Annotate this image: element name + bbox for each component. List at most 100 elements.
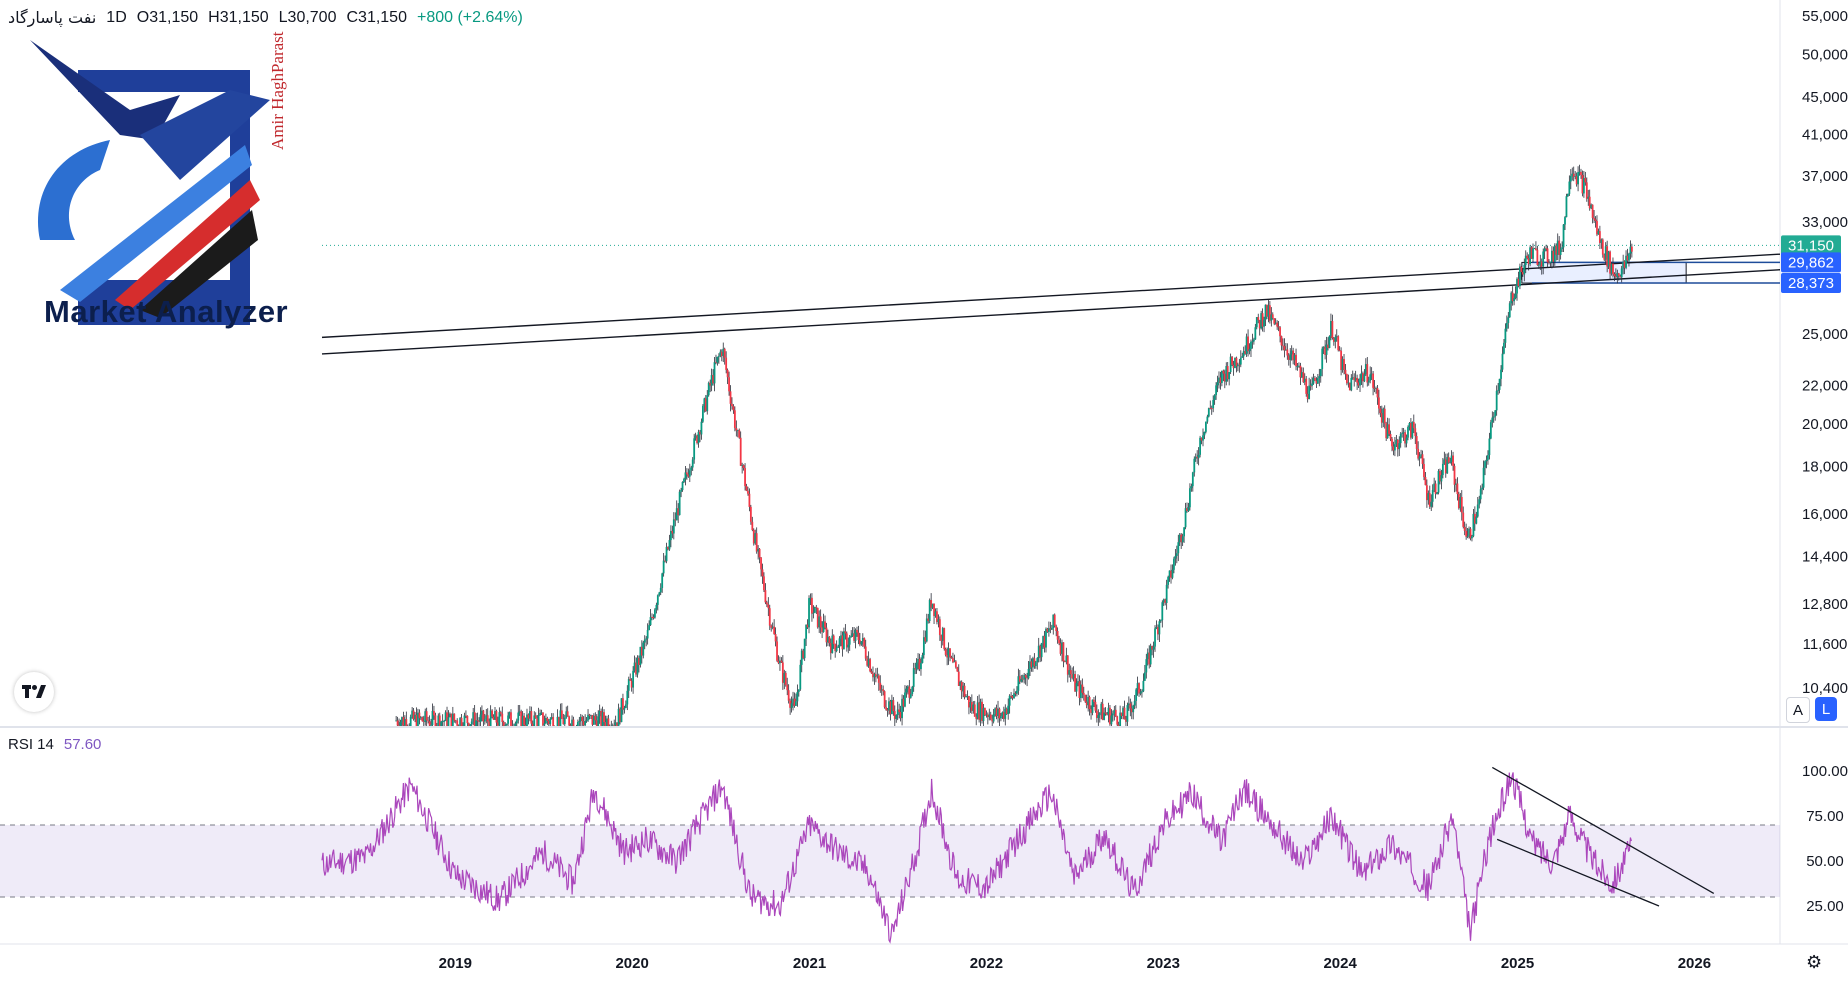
candle-body <box>1389 434 1392 439</box>
candle-body <box>1610 263 1613 274</box>
interval-label[interactable]: 1D <box>106 8 127 26</box>
symbol-name[interactable]: نفت پاسارگاد <box>8 8 97 27</box>
candle-body <box>1139 692 1142 694</box>
candle-body <box>1519 266 1521 287</box>
candle-body <box>1622 261 1625 269</box>
candle-body <box>715 362 717 363</box>
candle-body <box>1617 273 1620 277</box>
candle-body <box>1503 342 1505 354</box>
candle-body <box>1565 196 1568 218</box>
candle-body <box>622 698 624 710</box>
candle-body <box>854 629 857 641</box>
candle-body <box>742 465 745 469</box>
rsi-legend[interactable]: RSI 14 57.60 <box>8 736 101 753</box>
candle-body <box>1228 372 1231 380</box>
candle-body <box>957 671 960 686</box>
candle-body <box>1571 173 1574 176</box>
candle-body <box>819 616 822 628</box>
candle-body <box>889 701 892 715</box>
candle-body <box>844 631 847 634</box>
candle-body <box>527 714 530 719</box>
candle-body <box>462 728 464 730</box>
candle-body <box>1157 627 1159 635</box>
candle-body <box>1359 378 1361 386</box>
candle-body <box>979 701 982 720</box>
candle-body <box>481 710 483 715</box>
candle-body <box>482 710 485 722</box>
candle-body <box>1603 254 1606 260</box>
candle-body <box>672 519 675 534</box>
candle-body <box>499 712 502 714</box>
market-analyzer-logo: Amir HaghParast <box>20 31 320 380</box>
candle-body <box>691 459 694 468</box>
rsi-line <box>321 772 1632 944</box>
candle-body <box>1546 248 1549 263</box>
candle-body <box>745 486 748 491</box>
candle-body <box>936 611 938 623</box>
candle-body <box>754 533 757 544</box>
candle-body <box>890 700 893 715</box>
candle-body <box>1513 298 1516 302</box>
candle-body <box>1136 683 1139 690</box>
candle-body <box>1239 357 1242 365</box>
candle-body <box>739 437 742 466</box>
candle-body <box>1587 196 1590 199</box>
symbol-legend[interactable]: نفت پاسارگاد 1D O31,150 H31,150 L30,700 … <box>8 8 523 27</box>
candle-body <box>908 686 911 698</box>
candle-body <box>1498 378 1501 390</box>
candle-body <box>1270 314 1273 321</box>
candle-body <box>1412 422 1415 429</box>
auto-scale-button[interactable]: A <box>1786 697 1810 723</box>
candle-body <box>892 700 895 712</box>
candle-body <box>1005 708 1008 714</box>
rsi-pane <box>0 766 1780 944</box>
candle-body <box>1376 388 1379 398</box>
candle-body <box>652 617 655 618</box>
candle-body <box>1457 494 1460 509</box>
candle-body <box>1553 245 1556 262</box>
candle-body <box>1465 530 1468 537</box>
candle-body <box>1205 421 1207 432</box>
candle-body <box>1616 273 1619 278</box>
candle-body <box>1495 390 1498 411</box>
candle-body <box>1151 646 1154 650</box>
price-label-box <box>1781 252 1841 273</box>
candle-body <box>863 637 866 647</box>
candle-body <box>1229 356 1232 373</box>
candle-body <box>1184 508 1187 528</box>
log-scale-button[interactable]: L <box>1815 697 1837 721</box>
candle-body <box>1399 433 1402 444</box>
candle-body <box>994 708 997 714</box>
candle-body <box>665 546 668 562</box>
candle-body <box>560 710 563 719</box>
candle-body <box>924 637 927 642</box>
candle-body <box>1286 349 1289 356</box>
candle-body <box>1043 636 1046 648</box>
candle-body <box>928 600 931 621</box>
candle-body <box>1324 346 1327 355</box>
candle-body <box>764 590 767 603</box>
candle-body <box>706 395 709 412</box>
candle-body <box>1500 369 1502 379</box>
tradingview-logo-icon[interactable] <box>14 672 54 712</box>
candle-body <box>732 406 735 411</box>
candle-body <box>1209 408 1212 409</box>
candle-body <box>1332 338 1335 342</box>
candle-body <box>953 661 956 663</box>
candle-body <box>870 671 873 674</box>
candle-body <box>472 712 475 722</box>
candle-body <box>1232 364 1235 369</box>
price-label-text: 31,150 <box>1788 237 1834 254</box>
candle-body <box>1101 703 1104 720</box>
candle-body <box>610 729 612 731</box>
rsi-name[interactable]: RSI 14 <box>8 736 54 753</box>
candle-body <box>809 597 812 599</box>
candle-body <box>1280 336 1283 346</box>
gear-icon[interactable]: ⚙ <box>1806 952 1823 972</box>
candle-body <box>588 714 591 716</box>
candle-body <box>1171 569 1174 578</box>
candle-body <box>578 721 581 723</box>
candle-body <box>808 598 810 628</box>
candle-body <box>1127 703 1130 706</box>
